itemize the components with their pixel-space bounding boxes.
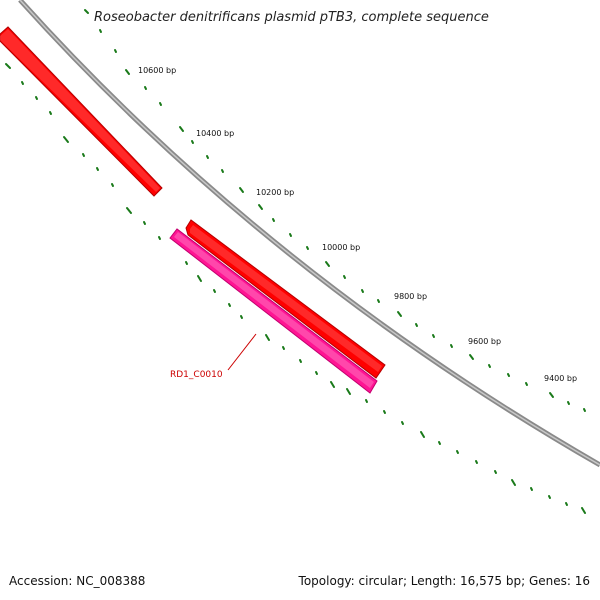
tick-label-10600: 10600 bp [138, 66, 176, 75]
forward-gene-middle[interactable] [185, 219, 386, 379]
tick-label-10000: 10000 bp [322, 243, 360, 252]
tick-label-9800: 9800 bp [394, 292, 427, 301]
tick-label-10200: 10200 bp [256, 188, 294, 197]
accession-text: Accession: NC_008388 [9, 574, 146, 588]
tick-label-9400: 9400 bp [544, 374, 577, 383]
outer-tick-ring [84, 9, 586, 412]
forward-gene-upper[interactable] [0, 26, 163, 197]
backbone-arc-highlight [19, 0, 600, 466]
gene-label-leader [227, 333, 257, 371]
tick-label-9600: 9600 bp [468, 337, 501, 346]
map-title: Roseobacter denitrificans plasmid pTB3, … [94, 10, 489, 25]
gene-label-rd1-c0010[interactable]: RD1_C0010 [170, 370, 223, 380]
topology-summary: Topology: circular; Length: 16,575 bp; G… [298, 574, 590, 588]
reverse-gene-rd1-c0010[interactable] [169, 228, 378, 394]
tick-label-10400: 10400 bp [196, 129, 234, 138]
backbone-arc [18, 0, 600, 468]
tick-labels: 10600 bp 10400 bp 10200 bp 10000 bp 9800… [138, 66, 577, 383]
inner-tick-ring [5, 63, 586, 514]
